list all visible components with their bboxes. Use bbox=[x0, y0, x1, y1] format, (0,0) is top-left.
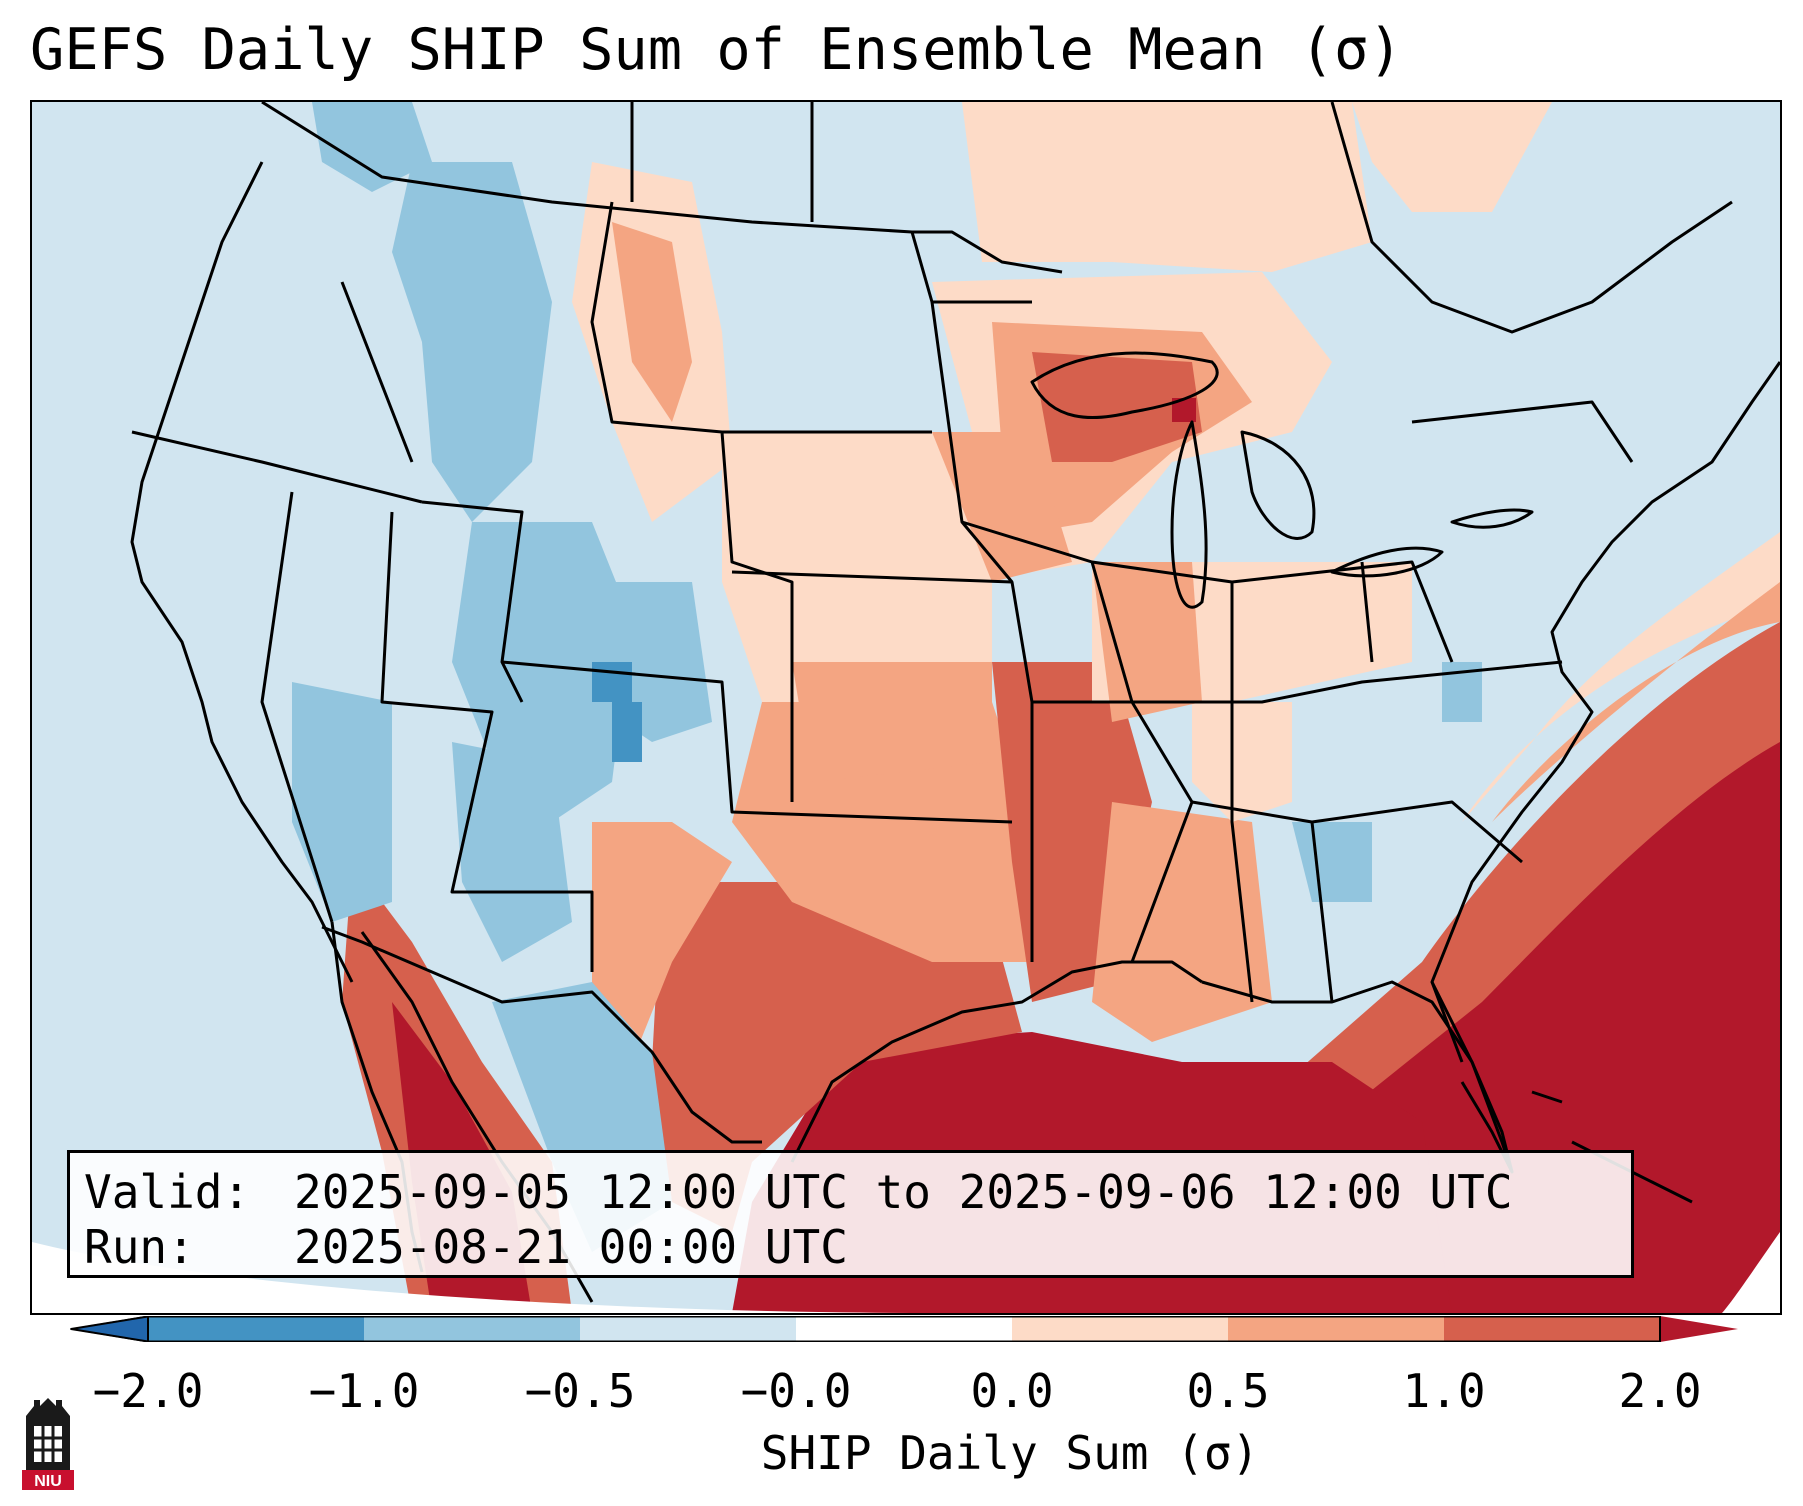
colorbar-bin-2 bbox=[364, 1316, 580, 1342]
colorbar-bin-4 bbox=[796, 1316, 1012, 1342]
logo-text: NIU bbox=[34, 1473, 62, 1490]
colorbar-tick-label: −0.5 bbox=[524, 1364, 636, 1418]
colorbar-bin-7 bbox=[1444, 1316, 1660, 1342]
colorbar-ends-outline bbox=[70, 1316, 149, 1342]
colorbar-outline bbox=[147, 1316, 1661, 1342]
colorbar-bin-1 bbox=[148, 1316, 364, 1342]
validity-info-box: Valid: 2025-09-05 12:00 UTC to 2025-09-06… bbox=[67, 1150, 1634, 1278]
valid-value: 2025-09-05 12:00 UTC to 2025-09-06 12:00… bbox=[294, 1165, 1513, 1219]
colorbar-tick-label: −1.0 bbox=[308, 1364, 420, 1418]
run-value: 2025-08-21 00:00 UTC bbox=[294, 1220, 848, 1274]
colorbar-label: SHIP Daily Sum (σ) bbox=[760, 1426, 1260, 1480]
colorbar-tick-label: −0.0 bbox=[740, 1364, 852, 1418]
colorbar bbox=[70, 1316, 1738, 1342]
colorbar-bin-6 bbox=[1228, 1316, 1444, 1342]
colorbar-tick-label: −2.0 bbox=[92, 1364, 204, 1418]
map-panel bbox=[30, 100, 1782, 1315]
colorbar-over-triangle bbox=[1660, 1316, 1738, 1342]
colorbar-tick-label: 1.0 bbox=[1402, 1364, 1486, 1418]
colorbar-tick-label: 0.0 bbox=[970, 1364, 1054, 1418]
niu-logo-icon: NIU bbox=[22, 1398, 74, 1490]
colorbar-under-triangle bbox=[70, 1316, 149, 1342]
valid-label: Valid: bbox=[84, 1165, 251, 1219]
chart-title: GEFS Daily SHIP Sum of Ensemble Mean (σ) bbox=[30, 17, 1403, 83]
ship-field-map bbox=[32, 102, 1780, 1313]
colorbar-bin-5 bbox=[1012, 1316, 1228, 1342]
colorbar-tick-label: 0.5 bbox=[1186, 1364, 1270, 1418]
colorbar-bin-3 bbox=[580, 1316, 796, 1342]
colorbar-tick-label: 2.0 bbox=[1618, 1364, 1702, 1418]
run-label: Run: bbox=[84, 1220, 195, 1274]
